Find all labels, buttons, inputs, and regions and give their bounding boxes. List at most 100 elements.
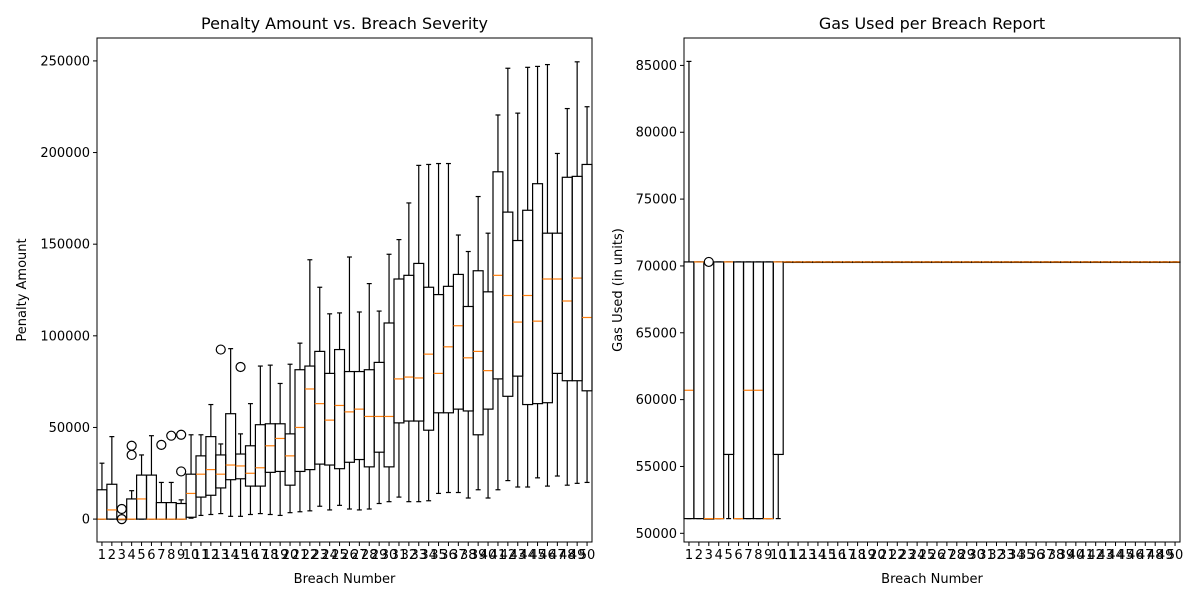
iqr-box — [502, 211, 514, 397]
x-tick-label: 25 — [919, 548, 936, 563]
x-tick-label: 22 — [302, 548, 319, 563]
box-29 — [373, 310, 385, 505]
x-tick-label: 30 — [381, 548, 398, 563]
x-tick-label: 2 — [108, 548, 116, 563]
y-tick-label: 0 — [82, 513, 90, 528]
box-48 — [561, 107, 573, 486]
x-tick-label: 45 — [1117, 548, 1134, 563]
boxes — [96, 61, 593, 525]
x-tick-label: 7 — [157, 548, 165, 563]
iqr-box — [363, 369, 375, 468]
box-7 — [742, 261, 755, 520]
x-tick-label: 33 — [410, 548, 427, 563]
iqr-box — [353, 370, 365, 461]
outlier-point — [156, 439, 167, 450]
iqr-box — [284, 433, 296, 486]
x-tick-label: 34 — [1008, 548, 1025, 563]
x-tick-label: 46 — [1127, 548, 1144, 563]
x-tick-label: 3 — [118, 548, 126, 563]
x-tick-label: 35 — [430, 548, 447, 563]
box-47 — [1139, 261, 1151, 264]
box-22 — [891, 261, 903, 264]
x-tick-label: 25 — [331, 548, 348, 563]
x-tick-label: 48 — [559, 548, 576, 563]
outlier-point — [126, 440, 137, 451]
box-13 — [802, 261, 814, 264]
iqr-box — [106, 483, 118, 520]
y-axis: 50000 55000 60000 65000 70000 75000 80000 85000 — [636, 59, 684, 542]
iqr-box — [522, 209, 534, 406]
x-tick-label: 7 — [744, 548, 752, 563]
iqr-box — [723, 261, 735, 456]
box-38 — [1050, 261, 1062, 264]
x-tick-label: 40 — [480, 548, 497, 563]
box-29 — [961, 261, 973, 264]
iqr-box — [264, 423, 276, 473]
x-tick-label: 31 — [391, 548, 408, 563]
x-tick-label: 3 — [705, 548, 713, 563]
box-4 — [713, 261, 725, 520]
box-49 — [1159, 261, 1171, 264]
box-18 — [852, 261, 864, 264]
box-40 — [482, 232, 494, 499]
outlier-point — [703, 256, 714, 268]
outlier-point — [215, 344, 226, 355]
x-tick-label: 42 — [1087, 548, 1104, 563]
iqr-box — [452, 273, 464, 410]
x-tick-label: 19 — [272, 548, 289, 563]
x-tick-label: 18 — [262, 548, 279, 563]
iqr-box — [581, 163, 593, 392]
box-9 — [175, 429, 187, 520]
x-tick-label: 22 — [889, 548, 906, 563]
box-14 — [812, 261, 824, 264]
box-20 — [871, 261, 883, 264]
iqr-box — [482, 291, 494, 410]
iqr-box — [772, 261, 784, 456]
box-2 — [693, 261, 705, 520]
box-11 — [782, 261, 794, 264]
x-tick-label: 43 — [1097, 548, 1114, 563]
iqr-box — [294, 369, 306, 473]
x-tick-label: 21 — [292, 548, 309, 563]
box-4 — [126, 440, 138, 520]
box-16 — [832, 261, 844, 264]
x-tick-label: 15 — [820, 548, 837, 563]
box-18 — [264, 364, 276, 516]
y-tick-label: 85000 — [636, 59, 677, 74]
y-tick-label: 200000 — [40, 146, 90, 161]
iqr-box — [343, 370, 355, 463]
outlier-point — [166, 430, 177, 441]
box-6 — [732, 261, 745, 520]
box-26 — [343, 256, 355, 510]
iqr-box — [713, 261, 725, 520]
x-tick-label: 34 — [420, 548, 437, 563]
x-tick-label: 39 — [470, 548, 487, 563]
box-39 — [472, 195, 484, 491]
x-tick-label: 47 — [549, 548, 566, 563]
x-tick-label: 16 — [829, 548, 846, 563]
box-46 — [541, 63, 553, 487]
plot-area-frame — [683, 37, 1181, 543]
outlier-point — [176, 429, 187, 440]
x-tick-label: 49 — [569, 548, 586, 563]
box-24 — [911, 261, 923, 264]
x-tick-label: 39 — [1058, 548, 1075, 563]
x-tick-label: 18 — [849, 548, 866, 563]
box-1 — [683, 60, 695, 520]
iqr-box — [561, 176, 573, 382]
x-tick-label: 2 — [695, 548, 703, 563]
x-tick-label: 40 — [1068, 548, 1085, 563]
x-tick-label: 28 — [361, 548, 378, 563]
x-tick-label: 45 — [529, 548, 546, 563]
iqr-box — [185, 473, 197, 518]
x-tick-label: 41 — [1077, 548, 1094, 563]
x-tick-label: 12 — [203, 548, 220, 563]
x-tick-label: 37 — [450, 548, 467, 563]
x-tick-label: 27 — [351, 548, 368, 563]
iqr-box — [136, 474, 148, 520]
iqr-box — [512, 239, 524, 377]
box-32 — [403, 202, 415, 503]
chart-title: Gas Used per Breach Report — [819, 14, 1045, 33]
x-tick-label: 4 — [715, 548, 723, 563]
x-tick-label: 41 — [490, 548, 507, 563]
